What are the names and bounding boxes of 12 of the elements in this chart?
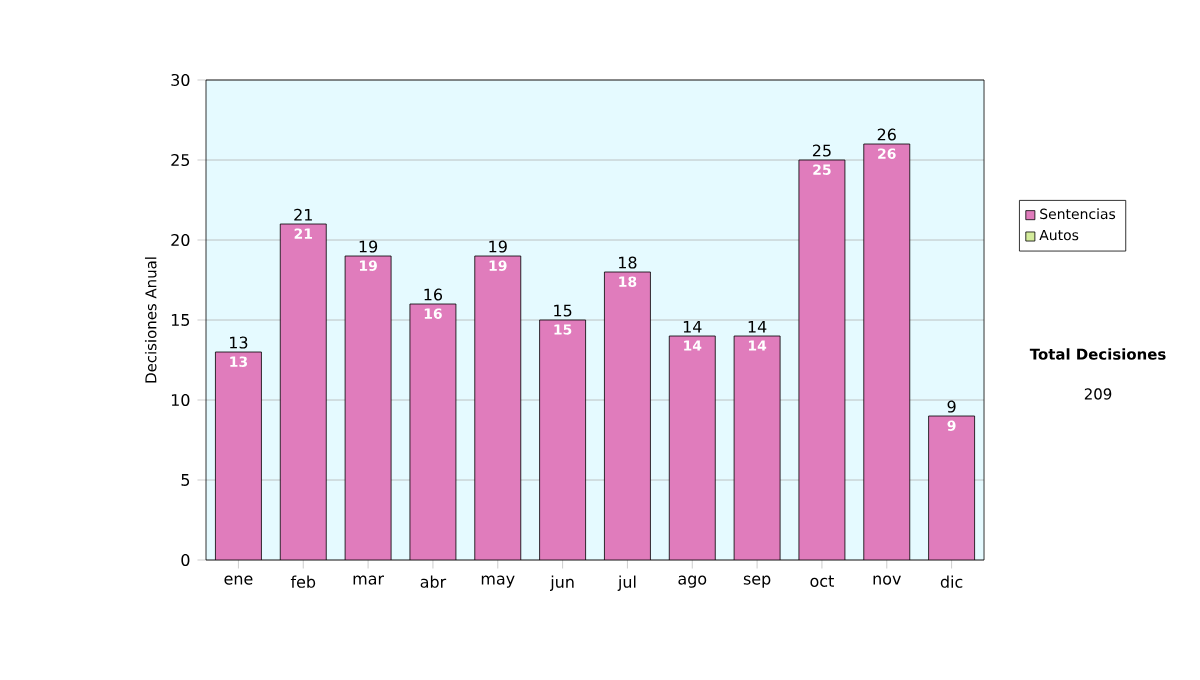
bar xyxy=(345,256,392,560)
bar xyxy=(863,144,910,560)
bar xyxy=(604,272,651,560)
bar xyxy=(669,336,716,560)
bar xyxy=(539,320,586,560)
bar xyxy=(474,256,521,560)
bar xyxy=(215,352,262,560)
bar xyxy=(734,336,781,560)
bar xyxy=(280,224,327,560)
bar xyxy=(928,415,975,560)
bar xyxy=(798,160,845,560)
bar xyxy=(409,304,456,560)
